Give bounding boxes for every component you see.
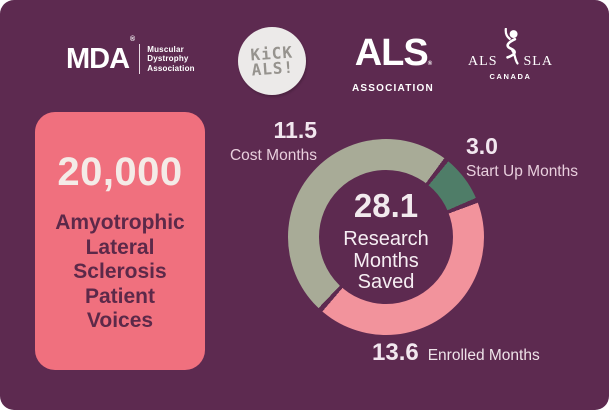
dancing-figure-icon [504,28,519,65]
donut-chart-ring [288,139,484,335]
card-label-line: Amyotrophic [55,211,185,234]
cost-months-label: Cost Months [229,147,317,164]
kick-als-line2: ALS! [250,57,295,80]
mda-divider [139,44,141,74]
startup-months-value: 3.0 [466,133,498,159]
als-association-wordmark: ALS® [354,32,433,74]
research-months-saved-value: 28.1 [353,186,419,224]
als-association-subtitle: ASSOCIATION [352,83,434,94]
als-sla-canada-label: CANADA [489,72,532,81]
cost-months-value: 11.5 [273,117,318,143]
patient-count: 20,000 [57,150,183,194]
enrolled-months-callout: 13.6 Enrolled Months [372,341,540,365]
card-label-line: Patient [84,284,155,308]
donut-center-line: Saved [357,270,415,293]
card-label-line: Lateral [85,235,155,259]
als-association-logo: ALS® ASSOCIATION [352,32,434,94]
kick-als-badge: KiCK ALS! [238,27,306,95]
cost-months-callout: 11.5 Cost Months [230,119,317,164]
mda-tagline-line: Muscular [147,44,184,54]
donut-center-text: 28.1 Research Months Saved [311,189,461,294]
als-sla-wordmark: ALS SLA [463,54,558,70]
als-sla-right: SLA [523,54,553,69]
registered-mark-icon: ® [427,61,433,67]
registered-mark-icon: ® [130,35,135,43]
mda-wordmark: MDA® [66,35,135,75]
enrolled-months-label: Enrolled Months [427,347,540,364]
als-sla-canada-logo: ALS SLA CANADA [463,28,558,81]
donut-center-line: Research [343,227,429,250]
card-label-line: Sclerosis [73,260,167,283]
enrolled-months-value: 13.6 [372,339,419,366]
mda-tagline-line: Association [147,63,195,73]
card-label-line: Voices [86,309,154,332]
mda-logo: MDA® Muscular Dystrophy Association [66,35,195,75]
kick-als-wordmark: KiCK ALS! [250,43,295,80]
donut-chart-hole [319,170,453,304]
als-sla-left: ALS [468,54,498,69]
mda-tagline: Muscular Dystrophy Association [147,45,195,74]
startup-months-label: Start Up Months [466,163,578,180]
startup-months-callout: 3.0 Start Up Months [466,135,578,180]
mda-tagline-line: Dystrophy [147,54,189,64]
donut-center-line: Months [353,249,419,272]
patient-voices-card: 20,000 Amyotrophic Lateral Sclerosis Pat… [35,112,205,370]
patient-count-label: Amyotrophic Lateral Sclerosis Patient Vo… [35,211,205,334]
